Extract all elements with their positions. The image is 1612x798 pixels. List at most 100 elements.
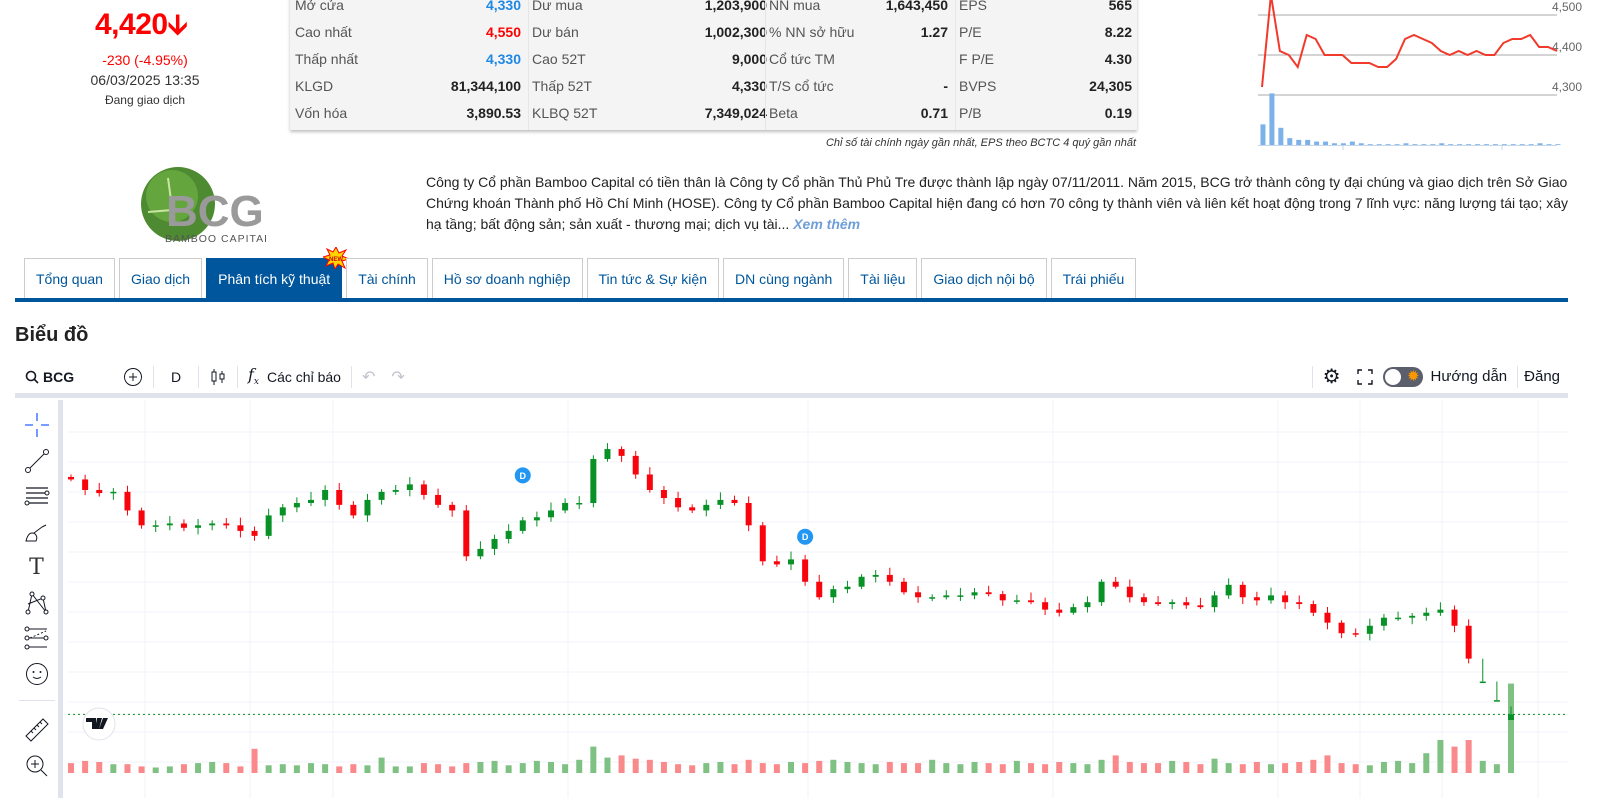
candle-body — [1225, 584, 1232, 596]
intraday-chart: 4,500 4,400 4,300 — [1258, 0, 1582, 150]
candle-body — [1493, 700, 1500, 702]
volume-bar — [1268, 764, 1274, 773]
stat-label: T/S cổ tức — [769, 77, 834, 94]
volume-bar — [223, 763, 230, 773]
stat-label: NN mua — [769, 0, 821, 13]
indicators-label: Các chỉ báo — [267, 368, 341, 385]
candle-body — [985, 592, 992, 595]
settings-button[interactable]: ⚙ — [1315, 363, 1349, 391]
desc-line: Công ty Cổ phần Bamboo Capital có tiền t… — [426, 174, 1568, 190]
chart-type-button[interactable] — [201, 363, 235, 391]
candle-body — [1098, 581, 1105, 603]
tab-item[interactable]: Hồ sơ doanh nghiệp — [431, 258, 583, 298]
redo-button[interactable]: ↷ — [383, 363, 412, 391]
indicators-button[interactable]: fx Các chỉ báo — [240, 363, 349, 391]
pattern-tool[interactable] — [22, 588, 52, 618]
tab-label: Giao dịch nội bộ — [933, 271, 1035, 287]
interval-button[interactable]: D — [170, 368, 182, 385]
volume-bar — [82, 760, 89, 773]
guide-button[interactable]: Hướng dẫn — [1430, 368, 1508, 385]
measure-tool[interactable] — [22, 715, 52, 745]
brush-tool[interactable] — [22, 517, 52, 547]
volume-bar — [788, 762, 794, 773]
stats-row: F P/E 4.30 — [959, 45, 1132, 72]
tab-item[interactable]: Tài liệu — [848, 258, 918, 298]
zoom-tool[interactable] — [22, 751, 52, 781]
tab-item[interactable]: Giao dịch nội bộ — [921, 258, 1047, 298]
candle-body — [759, 525, 766, 562]
tab-label: Tin tức & Sự kiện — [598, 271, 707, 287]
new-badge-text: NEW — [329, 257, 343, 263]
tab-item[interactable]: Giao dịch — [118, 258, 203, 298]
tab-item[interactable]: Tin tức & Sự kiện — [586, 258, 719, 298]
intraday-line — [1261, 0, 1558, 88]
stat-value: 1.27 — [920, 23, 948, 40]
tab-item[interactable]: Tổng quan — [24, 258, 115, 298]
text-tool[interactable]: T — [22, 552, 52, 582]
undo-button[interactable]: ↶ — [354, 363, 383, 391]
candle-body — [971, 592, 978, 596]
volume-bar — [773, 764, 780, 773]
volume-bar — [1352, 764, 1359, 773]
fib-tool[interactable] — [22, 481, 52, 511]
candle-body — [378, 491, 385, 500]
crosshair-tool[interactable] — [22, 410, 52, 440]
trendline-tool[interactable] — [22, 446, 52, 476]
theme-toggle[interactable]: ✹ — [1382, 366, 1423, 387]
zoom-in-icon — [26, 755, 47, 776]
volume-bar — [1493, 764, 1500, 773]
tab-label: Trái phiếu — [1062, 271, 1125, 287]
text-icon: T — [29, 554, 44, 580]
fullscreen-button[interactable] — [1349, 363, 1381, 391]
candle-body — [1310, 604, 1317, 613]
volume-bar — [1225, 763, 1232, 773]
volume-bar — [1439, 143, 1445, 145]
volume-bar — [731, 764, 738, 773]
volume-bar — [1282, 763, 1289, 773]
tab-item[interactable]: Phân tích kỹ thuật NEW — [206, 247, 350, 298]
stats-row: Dư bán 1,002,300 — [532, 18, 767, 45]
tab-item[interactable]: DN cùng ngành — [722, 258, 845, 298]
candle-body — [293, 503, 300, 508]
volume-bar — [1056, 762, 1063, 773]
candle-body — [646, 474, 653, 490]
candle-body — [900, 581, 907, 593]
price-chart[interactable]: DD — [68, 400, 1568, 798]
volume-bar — [872, 764, 879, 773]
stat-label: P/E — [959, 23, 982, 40]
volume-bar — [1508, 683, 1514, 773]
candle-body — [392, 489, 399, 492]
stat-label: P/B — [959, 104, 982, 121]
candle-body — [604, 449, 611, 459]
candle-body — [816, 581, 823, 598]
tab-item[interactable]: Tài chính — [346, 258, 428, 298]
volume-bar — [435, 764, 442, 773]
stats-row: Thấp 52T 4,330 — [532, 72, 767, 99]
candle-body — [420, 484, 427, 495]
stat-label: Thấp nhất — [295, 50, 359, 67]
volume-bar — [1028, 763, 1034, 773]
drawing-toolbar: T — [15, 400, 63, 798]
candle-body — [590, 458, 597, 503]
volume-bar — [745, 759, 752, 773]
dividend-marker — [514, 467, 531, 484]
compare-button[interactable] — [115, 363, 151, 391]
candle-body — [336, 489, 343, 505]
tab-item[interactable]: Trái phiếu — [1050, 258, 1137, 298]
fx-icon: fx — [248, 365, 259, 388]
candle-body — [1239, 584, 1246, 598]
volume-bar — [576, 759, 583, 773]
volume-bar — [1479, 760, 1486, 773]
volume-bar — [1483, 144, 1489, 145]
emoji-tool[interactable] — [22, 659, 52, 689]
login-button[interactable]: Đăng — [1524, 368, 1560, 385]
volume-bar — [1528, 144, 1534, 145]
prediction-tool[interactable] — [22, 623, 52, 653]
candle-body — [477, 548, 484, 557]
candle-body — [844, 586, 851, 590]
candle-body — [1296, 602, 1303, 605]
symbol-search[interactable]: BCG — [15, 363, 115, 391]
read-more-link[interactable]: Xem thêm — [793, 216, 861, 232]
candle-body — [1366, 625, 1373, 634]
divider — [1517, 365, 1519, 388]
